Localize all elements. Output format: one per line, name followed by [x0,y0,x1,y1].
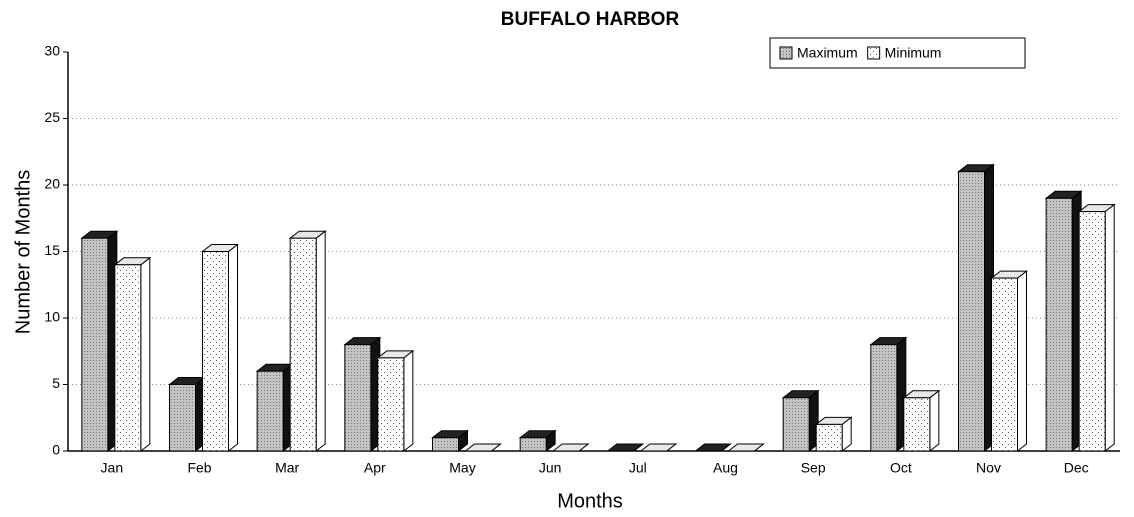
y-tick-label: 30 [44,43,60,59]
bar-front [432,437,459,452]
bar-front [1045,197,1073,452]
x-tick-label: Mar [275,460,299,476]
y-tick-label: 15 [44,242,60,258]
x-tick-label: Jun [539,460,562,476]
x-tick-label: Oct [890,460,912,476]
bar [990,270,1028,453]
bar [814,416,853,453]
bar-top [694,443,732,452]
bar-side [1104,203,1115,453]
x-tick-label: Sep [801,460,826,476]
bar-front [377,357,405,452]
bar-side [228,243,238,453]
bar-front [169,384,196,452]
bar [1077,203,1116,453]
bar [288,230,327,453]
bar [464,443,502,452]
bar-front [256,370,284,452]
bar [639,443,678,452]
bar-front [114,264,142,452]
y-tick-label: 20 [44,176,60,192]
bar-front [289,237,317,452]
bar [80,230,119,453]
bar-side [140,256,151,453]
x-tick-label: Feb [187,460,211,476]
bar-front [870,344,898,452]
bar-top [727,443,765,452]
bar-front [519,437,547,452]
bar-side [403,349,414,453]
y-tick-label: 25 [44,109,60,125]
bar-front [202,251,229,452]
chart-title: BUFFALO HARBOR [501,9,680,30]
y-tick-label: 10 [44,309,60,325]
bar [431,429,469,453]
x-tick-label: Jan [101,460,124,476]
x-axis-title: Months [557,490,623,512]
bar [869,336,908,453]
bar-side [1017,270,1027,453]
bar [781,389,820,453]
y-tick-label: 0 [52,442,60,458]
bar-top [464,443,502,452]
legend-swatch [779,46,793,60]
bar [255,363,294,453]
bar-front [991,277,1018,452]
bar-top [551,443,590,452]
bar [201,243,239,453]
bar-top [639,443,678,452]
bar-top [606,443,645,452]
x-tick-label: May [449,460,475,476]
bar [518,429,557,453]
bar-front [958,171,985,452]
legend-label: Minimum [885,45,942,61]
bar-front [81,237,109,452]
bar-side [315,230,326,453]
x-tick-label: Nov [976,460,1001,476]
x-tick-label: Jul [629,460,647,476]
bar [376,349,415,453]
y-axis-title: Number of Months [12,170,34,335]
legend-label: Maximum [797,45,858,61]
x-tick-label: Apr [364,460,386,476]
x-tick-label: Aug [713,460,738,476]
bar [957,163,995,453]
bar-front [903,397,931,452]
bar [168,376,206,453]
bar-front [815,423,843,452]
bar-front [782,397,810,452]
legend-swatch [867,46,881,60]
bar [902,389,941,453]
legend-box [769,37,1026,69]
bar-front [1078,211,1106,452]
bar [113,256,152,453]
bar [1044,190,1083,453]
y-tick-label: 5 [52,375,60,391]
bar [606,443,645,452]
bar-side [929,389,940,453]
x-tick-label: Dec [1064,460,1089,476]
bar-front [344,344,372,452]
bar [727,443,765,452]
bar [551,443,590,452]
bar [343,336,382,453]
bar [694,443,732,452]
